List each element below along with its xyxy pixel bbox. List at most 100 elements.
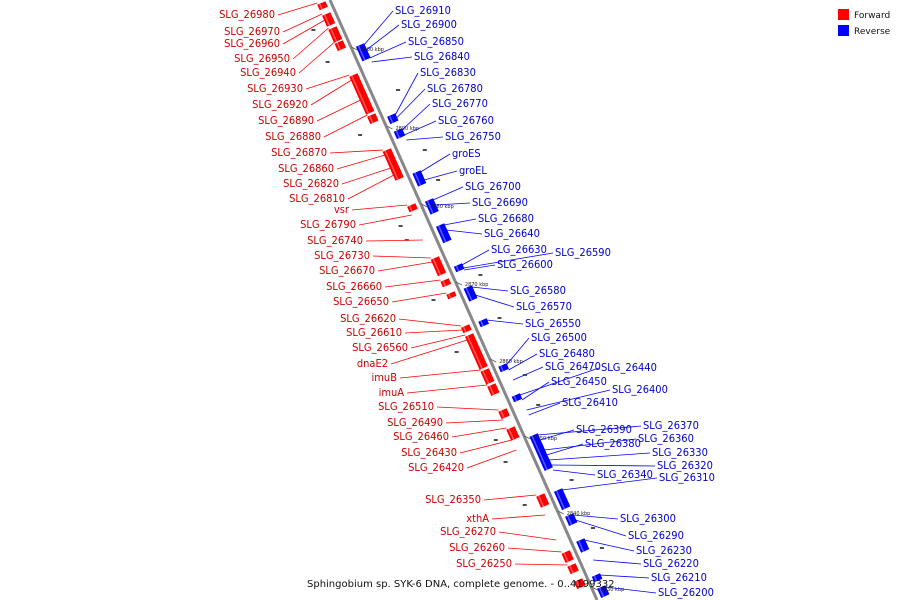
reverse-gene-label[interactable]: SLG_26700 <box>465 180 521 193</box>
forward-gene-label[interactable]: vsr <box>334 203 350 216</box>
reverse-gene-label[interactable]: SLG_26910 <box>395 4 451 17</box>
forward-gene-feature[interactable] <box>487 383 500 396</box>
forward-gene-label[interactable]: SLG_26960 <box>224 37 280 50</box>
forward-gene-label[interactable]: SLG_26930 <box>247 82 303 95</box>
reverse-gene-feature[interactable] <box>478 318 489 328</box>
forward-gene-label[interactable]: imuB <box>372 371 398 384</box>
reverse-gene-label[interactable]: SLG_26580 <box>510 284 566 297</box>
forward-gene-feature[interactable] <box>480 368 495 385</box>
reverse-gene-label[interactable]: SLG_26550 <box>525 317 581 330</box>
reverse-gene-label[interactable]: SLG_26500 <box>531 331 587 344</box>
reverse-gene-feature[interactable] <box>453 263 465 273</box>
reverse-gene-label[interactable]: SLG_26630 <box>491 243 547 256</box>
forward-gene-label[interactable]: SLG_26970 <box>224 25 280 38</box>
reverse-gene-feature[interactable] <box>498 363 509 373</box>
forward-gene-feature[interactable] <box>334 40 347 52</box>
forward-gene-label[interactable]: SLG_26510 <box>378 400 434 413</box>
forward-gene-feature[interactable] <box>461 324 472 334</box>
forward-gene-label[interactable]: SLG_26260 <box>449 541 505 554</box>
forward-gene-label[interactable]: SLG_26880 <box>265 130 321 143</box>
reverse-gene-label[interactable]: SLG_26320 <box>657 459 713 472</box>
reverse-gene-label[interactable]: SLG_26400 <box>612 383 668 396</box>
reverse-gene-feature[interactable] <box>387 113 399 125</box>
forward-gene-label[interactable]: SLG_26420 <box>408 461 464 474</box>
forward-gene-label[interactable]: SLG_26650 <box>333 295 389 308</box>
forward-gene-label[interactable]: SLG_26270 <box>440 525 496 538</box>
reverse-gene-label[interactable]: SLG_26760 <box>438 114 494 127</box>
reverse-gene-label[interactable]: SLG_26780 <box>427 82 483 95</box>
reverse-gene-label[interactable]: SLG_26900 <box>401 18 457 31</box>
forward-gene-label[interactable]: SLG_26790 <box>300 218 356 231</box>
forward-gene-label[interactable]: SLG_26890 <box>258 114 314 127</box>
reverse-gene-feature[interactable] <box>412 170 427 187</box>
forward-gene-label[interactable]: SLG_26620 <box>340 312 396 325</box>
forward-gene-feature[interactable] <box>567 563 579 575</box>
forward-gene-feature[interactable] <box>561 550 574 563</box>
forward-gene-feature[interactable] <box>317 1 328 11</box>
forward-gene-label[interactable]: SLG_26870 <box>271 146 327 159</box>
reverse-gene-label[interactable]: SLG_26230 <box>636 544 692 557</box>
reverse-gene-label[interactable]: SLG_26570 <box>516 300 572 313</box>
reverse-gene-label[interactable]: SLG_26300 <box>620 512 676 525</box>
forward-gene-feature[interactable] <box>390 166 404 181</box>
forward-gene-label[interactable]: SLG_26980 <box>219 8 275 21</box>
reverse-gene-label[interactable]: groES <box>452 147 481 160</box>
forward-gene-label[interactable]: SLG_26660 <box>326 280 382 293</box>
forward-gene-label[interactable]: dnaE2 <box>357 357 388 370</box>
forward-gene-feature[interactable] <box>465 333 488 370</box>
forward-gene-feature[interactable] <box>349 73 370 105</box>
reverse-gene-label[interactable]: SLG_26220 <box>643 557 699 570</box>
reverse-gene-label[interactable]: SLG_26640 <box>484 227 540 240</box>
reverse-gene-feature[interactable] <box>597 585 610 598</box>
reverse-gene-label[interactable]: SLG_26340 <box>597 468 653 481</box>
reverse-gene-label[interactable]: SLG_26850 <box>408 35 464 48</box>
reverse-gene-feature[interactable] <box>576 538 590 553</box>
forward-gene-label[interactable]: SLG_26940 <box>240 66 296 79</box>
forward-gene-label[interactable]: SLG_26810 <box>289 192 345 205</box>
reverse-gene-feature[interactable] <box>529 433 552 468</box>
forward-gene-label[interactable]: SLG_26610 <box>346 326 402 339</box>
reverse-gene-label[interactable]: SLG_26770 <box>432 97 488 110</box>
reverse-gene-feature[interactable] <box>553 488 571 511</box>
forward-gene-label[interactable]: imuA <box>379 386 405 399</box>
forward-gene-label[interactable]: SLG_26920 <box>252 98 308 111</box>
forward-gene-label[interactable]: SLG_26820 <box>283 177 339 190</box>
reverse-gene-feature[interactable] <box>436 223 452 244</box>
reverse-gene-feature[interactable] <box>393 128 406 140</box>
forward-gene-label[interactable]: SLG_26560 <box>352 341 408 354</box>
forward-gene-feature[interactable] <box>322 12 336 27</box>
reverse-gene-feature[interactable] <box>565 513 578 526</box>
reverse-gene-label[interactable]: SLG_26310 <box>659 471 715 484</box>
reverse-gene-label[interactable]: SLG_26210 <box>651 571 707 584</box>
forward-gene-label[interactable]: SLG_26460 <box>393 430 449 443</box>
reverse-gene-label[interactable]: SLG_26370 <box>643 419 699 432</box>
forward-gene-feature[interactable] <box>536 493 550 508</box>
forward-gene-feature[interactable] <box>430 256 447 277</box>
forward-gene-label[interactable]: SLG_26950 <box>234 52 290 65</box>
reverse-gene-label[interactable]: SLG_26390 <box>576 423 632 436</box>
forward-gene-feature[interactable] <box>498 408 510 420</box>
reverse-gene-label[interactable]: SLG_26590 <box>555 246 611 259</box>
forward-gene-label[interactable]: SLG_26670 <box>319 264 375 277</box>
forward-gene-label[interactable]: SLG_26430 <box>401 446 457 459</box>
forward-gene-label[interactable]: SLG_26250 <box>456 557 512 570</box>
reverse-gene-feature[interactable] <box>591 573 603 583</box>
reverse-gene-label[interactable]: groEL <box>459 164 487 177</box>
forward-gene-label[interactable]: xthA <box>466 512 489 525</box>
reverse-gene-feature[interactable] <box>540 458 553 471</box>
reverse-gene-label[interactable]: SLG_26200 <box>658 586 714 599</box>
reverse-gene-label[interactable]: SLG_26750 <box>445 130 501 143</box>
forward-gene-label[interactable]: SLG_26860 <box>278 162 334 175</box>
reverse-gene-label[interactable]: SLG_26830 <box>420 66 476 79</box>
forward-gene-label[interactable]: SLG_26730 <box>314 249 370 262</box>
reverse-gene-feature[interactable] <box>424 198 439 215</box>
forward-gene-feature[interactable] <box>360 98 375 115</box>
reverse-gene-feature[interactable] <box>511 393 523 403</box>
reverse-gene-label[interactable]: SLG_26330 <box>652 446 708 459</box>
reverse-gene-label[interactable]: SLG_26470 <box>545 360 601 373</box>
forward-gene-feature[interactable] <box>367 113 379 125</box>
reverse-gene-label[interactable]: SLG_26840 <box>414 50 470 63</box>
forward-gene-feature[interactable] <box>574 578 586 590</box>
forward-gene-label[interactable]: SLG_26490 <box>387 416 443 429</box>
reverse-gene-label[interactable]: SLG_26440 <box>601 361 657 374</box>
